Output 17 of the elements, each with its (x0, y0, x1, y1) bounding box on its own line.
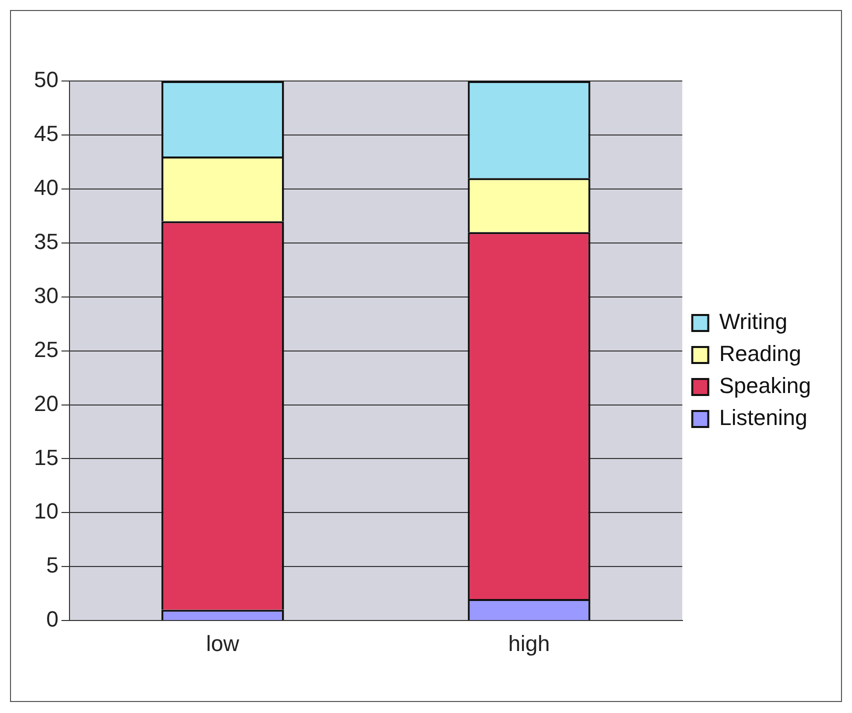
y-tick-label: 0 (46, 606, 58, 632)
y-tick-label: 30 (34, 282, 58, 308)
y-tick-label: 40 (34, 174, 58, 200)
x-tick-label: high (508, 630, 550, 656)
legend-label: Listening (719, 405, 808, 430)
y-tick-label: 50 (34, 67, 58, 92)
y-tick-label: 35 (34, 228, 58, 254)
legend-label: Speaking (719, 373, 812, 398)
y-tick-label: 20 (34, 390, 58, 416)
y-tick-label: 5 (46, 552, 58, 578)
y-tick-label: 25 (34, 336, 58, 362)
y-tick-label: 15 (34, 444, 58, 470)
legend-label: Writing (719, 309, 788, 334)
legend-label: Reading (719, 341, 802, 366)
y-tick-label: 45 (34, 121, 58, 146)
x-tick-label: low (206, 630, 240, 656)
y-tick-label: 10 (34, 498, 58, 524)
